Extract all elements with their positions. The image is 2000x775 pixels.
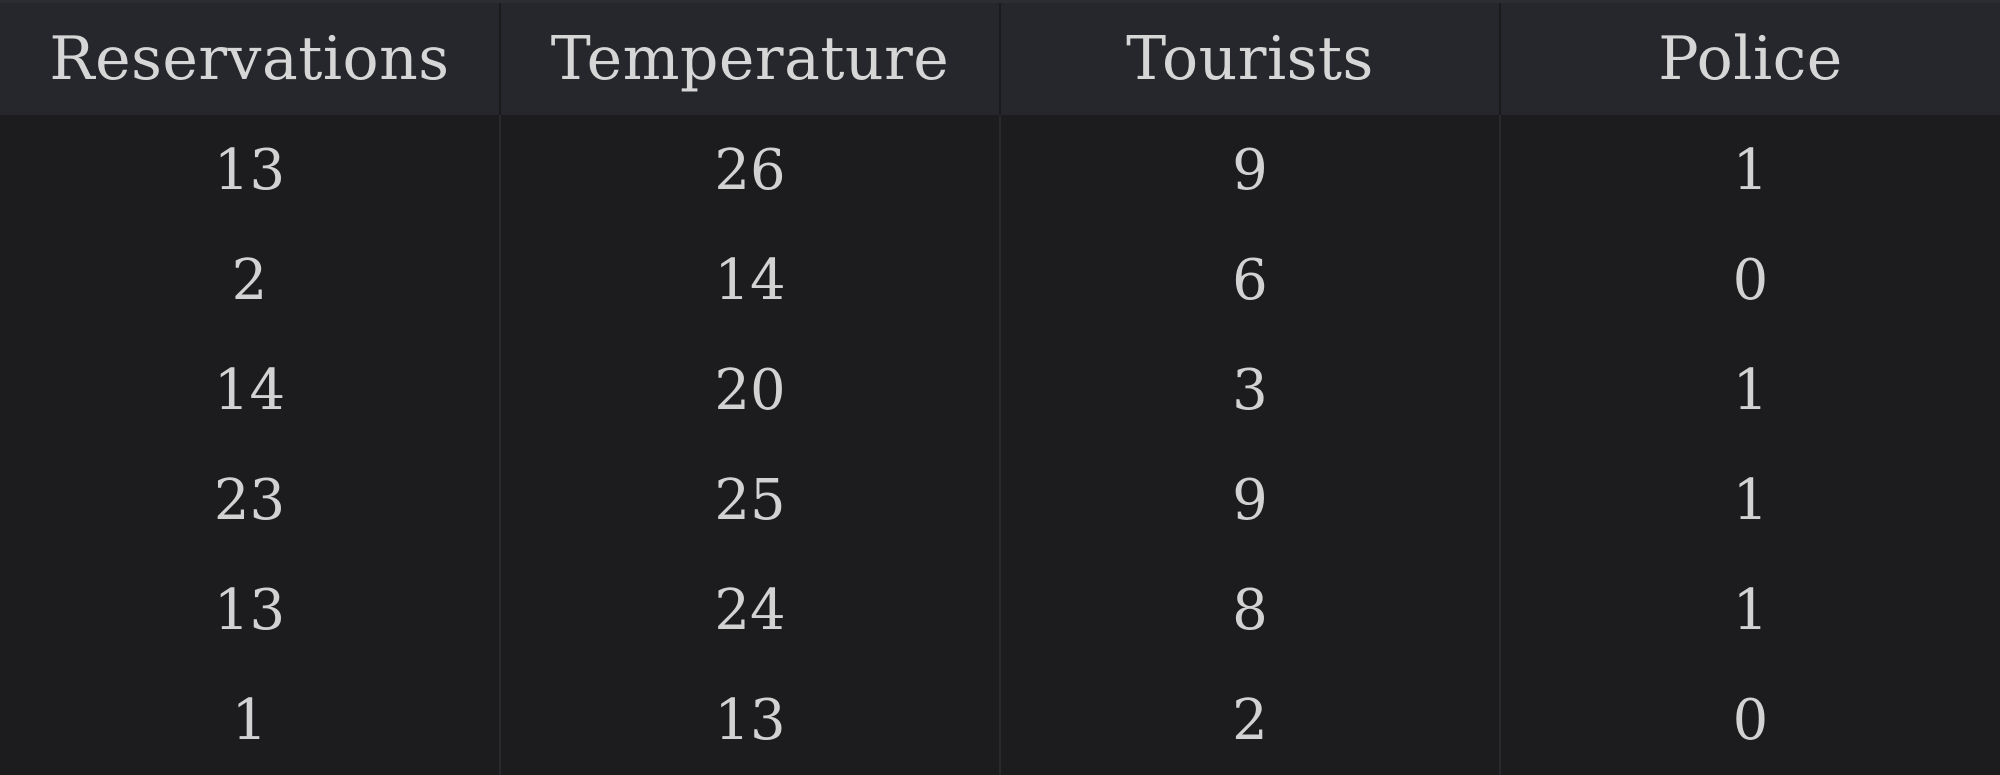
table-cell: 9 (999, 445, 1501, 555)
table-row: 23 25 9 1 (0, 445, 2000, 555)
table-cell: 1 (1499, 445, 2000, 555)
table-cell: 2 (999, 665, 1501, 775)
table-row: 14 20 3 1 (0, 335, 2000, 445)
column-header-police[interactable]: Police (1499, 3, 2000, 115)
table-cell: 20 (499, 335, 1001, 445)
table-cell: 6 (999, 225, 1501, 335)
table-cell: 25 (499, 445, 1001, 555)
table-body: 13 26 9 1 2 14 6 0 14 20 3 1 23 25 9 1 (0, 115, 2000, 775)
table-cell: 24 (499, 555, 1001, 665)
table-row: 2 14 6 0 (0, 225, 2000, 335)
table-cell: 3 (999, 335, 1501, 445)
table-cell: 1 (1499, 555, 2000, 665)
column-header-tourists[interactable]: Tourists (999, 3, 1501, 115)
table-cell: 13 (499, 665, 1001, 775)
column-header-reservations[interactable]: Reservations (0, 3, 501, 115)
table-cell: 0 (1499, 225, 2000, 335)
table-row: 13 24 8 1 (0, 555, 2000, 665)
table-cell: 0 (1499, 665, 2000, 775)
table-row: 13 26 9 1 (0, 115, 2000, 225)
table-cell: 1 (1499, 115, 2000, 225)
table-cell: 9 (999, 115, 1501, 225)
table-cell: 26 (499, 115, 1001, 225)
column-header-temperature[interactable]: Temperature (499, 3, 1001, 115)
table-cell: 2 (0, 225, 501, 335)
header-row: Reservations Temperature Tourists Police (0, 3, 2000, 115)
data-table: Reservations Temperature Tourists Police… (0, 3, 2000, 775)
table-header: Reservations Temperature Tourists Police (0, 3, 2000, 115)
table-cell: 8 (999, 555, 1501, 665)
table-cell: 14 (499, 225, 1001, 335)
table-cell: 1 (0, 665, 501, 775)
table-row: 1 13 2 0 (0, 665, 2000, 775)
table-cell: 23 (0, 445, 501, 555)
table-cell: 13 (0, 115, 501, 225)
table-cell: 1 (1499, 335, 2000, 445)
table-cell: 14 (0, 335, 501, 445)
table-cell: 13 (0, 555, 501, 665)
